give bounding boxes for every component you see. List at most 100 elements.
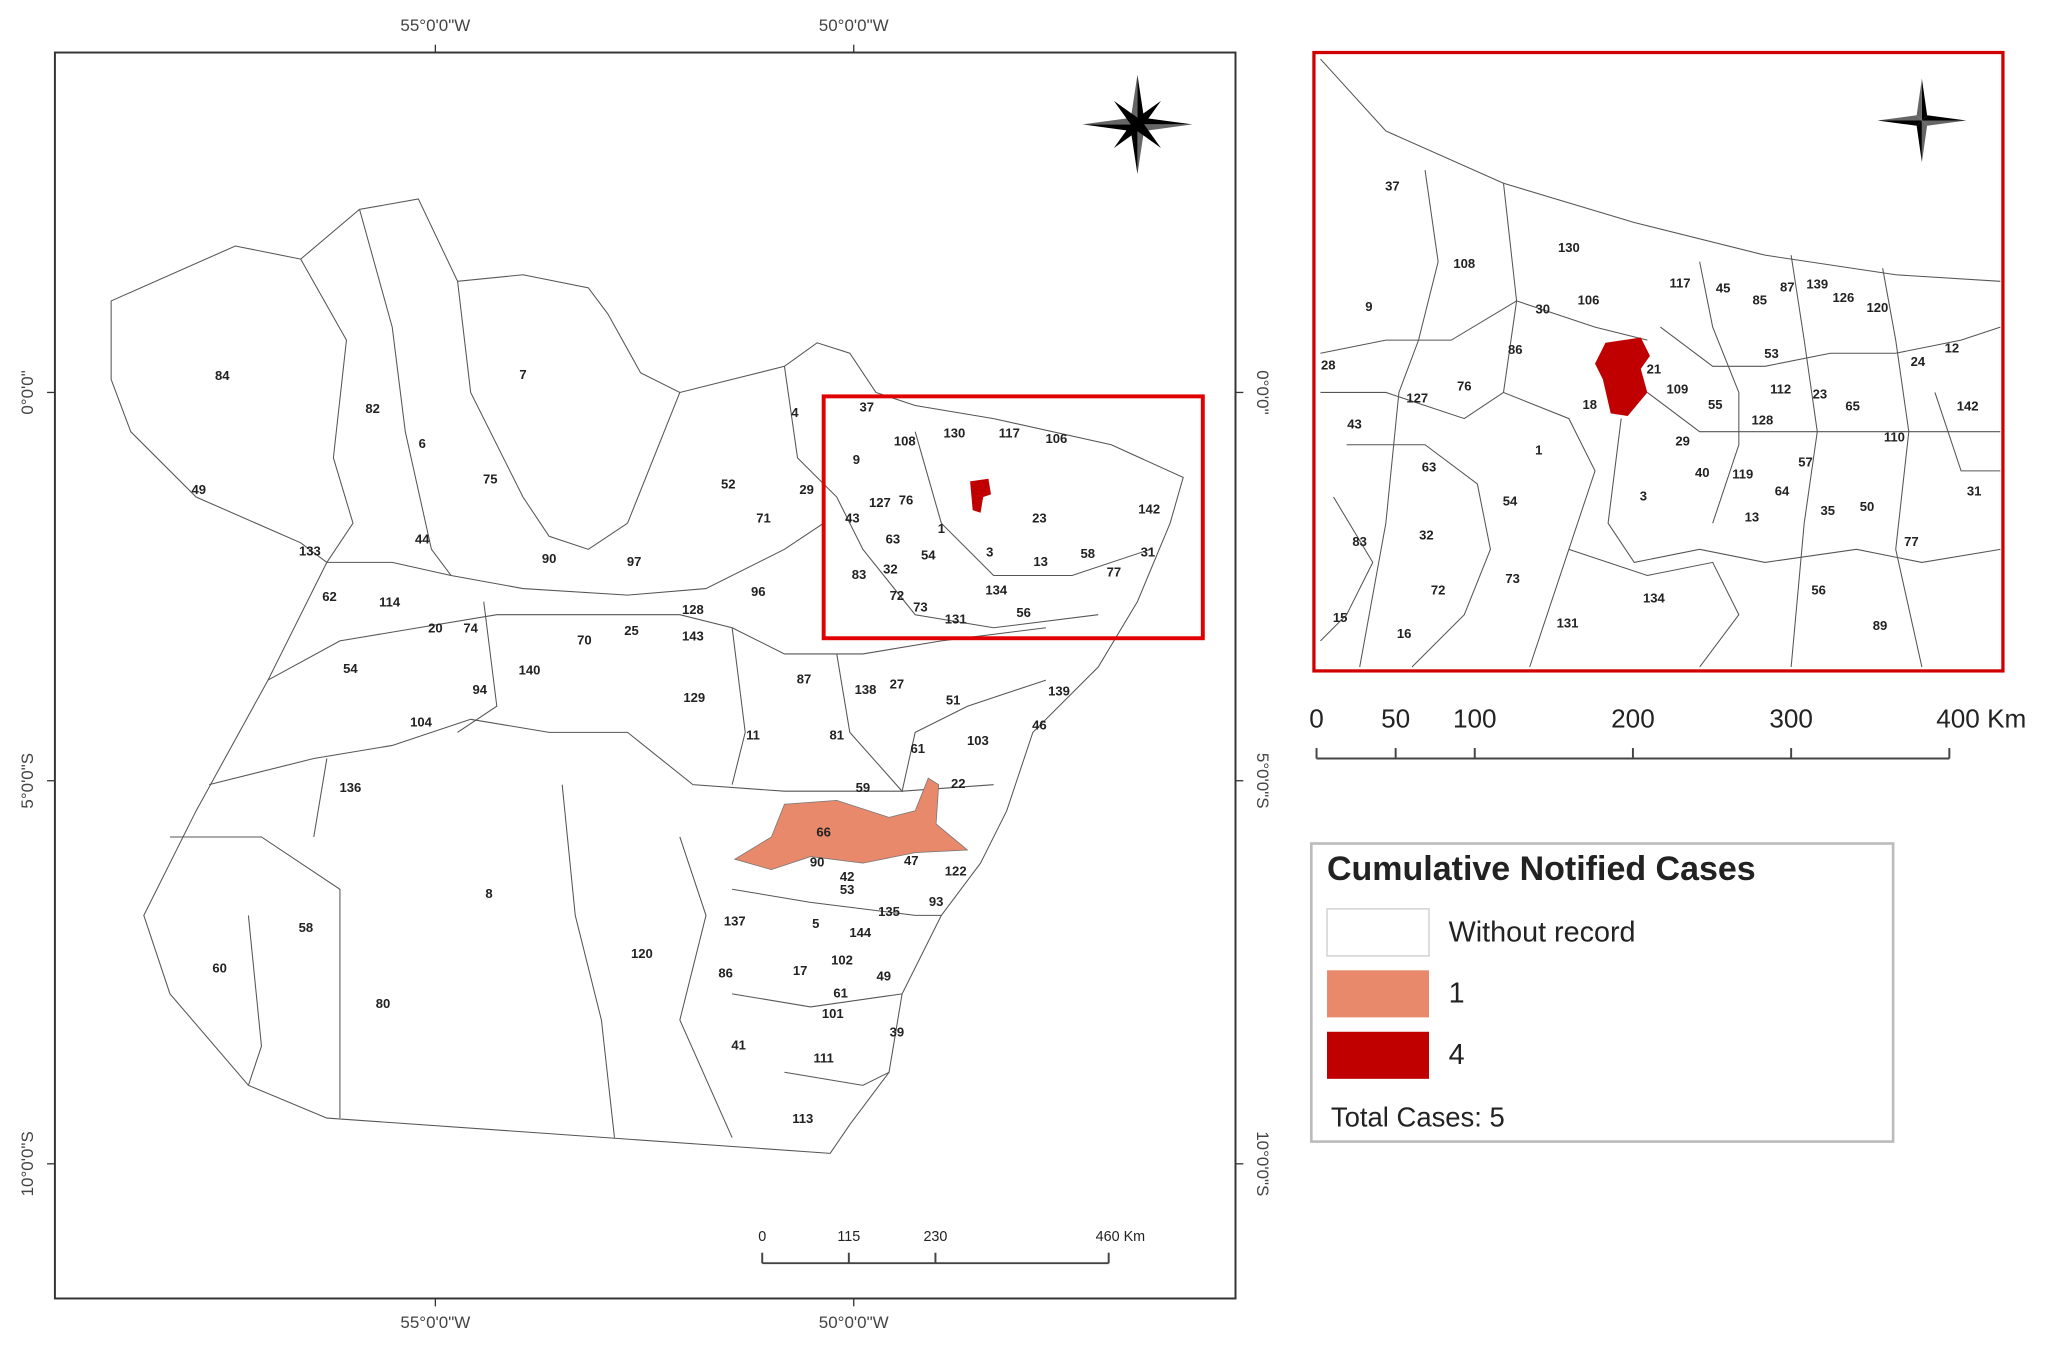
municipality-label: 71 (756, 511, 771, 526)
municipality-label: 62 (322, 589, 337, 604)
municipality-label: 65 (1845, 398, 1860, 413)
municipality-label: 90 (542, 551, 557, 566)
municipality-label: 134 (1643, 590, 1666, 605)
municipal-boundaries (169, 209, 1151, 1138)
municipality-label: 23 (1813, 387, 1828, 402)
municipality-label: 1 (1535, 443, 1542, 458)
municipality-label: 70 (577, 632, 592, 647)
municipality-label: 49 (877, 968, 892, 983)
municipality-label: 12 (1945, 341, 1960, 356)
municipality-label: 142 (1138, 502, 1160, 517)
municipality-label: 53 (840, 882, 855, 897)
case-area-4 (970, 478, 992, 513)
municipality-label: 44 (415, 532, 430, 547)
municipality-label: 23 (1032, 511, 1047, 526)
municipality-label: 49 (191, 482, 206, 497)
municipality-label: 114 (379, 594, 401, 609)
municipality-label: 120 (1867, 300, 1889, 315)
municipality-label: 58 (299, 920, 314, 935)
municipality-label: 137 (724, 913, 746, 928)
municipality-label: 85 (1752, 292, 1767, 307)
municipality-label: 77 (1107, 564, 1122, 579)
municipality-label: 134 (985, 583, 1008, 598)
graticule-label: 50°0'0"W (819, 16, 889, 35)
state-outline (110, 198, 1184, 1154)
municipality-label: 46 (1032, 717, 1047, 732)
municipality-label: 139 (1048, 683, 1070, 698)
municipality-label: 77 (1904, 534, 1919, 549)
municipality-label: 127 (1406, 390, 1428, 405)
legend-swatch (1326, 908, 1430, 957)
municipality-label: 101 (822, 1006, 844, 1021)
municipality-label: 72 (1431, 583, 1446, 598)
municipality-label: 35 (1820, 503, 1835, 518)
municipality-label: 120 (631, 946, 653, 961)
inset-extent (821, 394, 1205, 641)
graticule-label: 55°0'0"W (400, 1313, 470, 1332)
municipality-label: 106 (1045, 431, 1067, 446)
north-arrow (1082, 74, 1193, 175)
scale-label: 115 (837, 1229, 860, 1245)
municipality-label: 86 (1508, 342, 1523, 357)
municipality-label: 59 (856, 780, 871, 795)
municipality-label: 51 (946, 692, 961, 707)
municipality-label: 54 (921, 547, 936, 562)
municipality-label: 57 (1798, 455, 1813, 470)
municipality-label: 29 (1675, 434, 1690, 449)
municipality-label: 72 (890, 588, 905, 603)
municipality-label: 111 (813, 1051, 833, 1066)
municipality-label: 108 (1453, 256, 1475, 271)
municipality-label: 6 (419, 436, 426, 451)
municipality-label: 61 (833, 985, 848, 1000)
scale-label: 400 Km (1936, 704, 2026, 734)
municipality-label: 81 (829, 728, 844, 743)
municipality-label: 86 (718, 966, 733, 981)
municipality-label: 87 (797, 672, 812, 687)
municipality-label: 96 (751, 584, 766, 599)
municipality-label: 76 (1457, 379, 1472, 394)
municipality-label: 32 (883, 562, 898, 577)
municipality-label: 42 (840, 869, 855, 884)
municipality-label: 143 (682, 628, 704, 643)
municipality-label: 3 (1640, 488, 1647, 503)
municipality-label: 22 (951, 776, 966, 791)
legend-title: Cumulative Notified Cases (1327, 850, 1756, 888)
graticule-label: 10°0'0"S (1253, 1131, 1272, 1196)
municipality-label: 3 (986, 545, 993, 560)
municipality-label: 110 (1884, 430, 1905, 445)
municipality-label: 37 (860, 400, 875, 415)
municipality-label: 50 (1860, 499, 1875, 514)
legend-label: 4 (1449, 1039, 1465, 1071)
municipality-label: 8 (485, 886, 492, 901)
case-area-4 (1595, 337, 1650, 416)
main-frame (53, 51, 1237, 1300)
municipality-label: 140 (519, 662, 541, 677)
municipality-label: 9 (853, 452, 860, 467)
municipality-label: 136 (339, 780, 361, 795)
municipality-label: 25 (624, 623, 639, 638)
municipality-label: 7 (519, 367, 526, 382)
municipality-label: 45 (1716, 281, 1731, 296)
municipality-label: 97 (627, 554, 642, 569)
municipality-label: 54 (1503, 494, 1518, 509)
municipality-label: 117 (1669, 275, 1690, 290)
municipality-label: 131 (1557, 615, 1579, 630)
case-area-1 (733, 777, 969, 871)
municipality-label: 61 (911, 741, 926, 756)
municipality-label: 31 (1967, 483, 1982, 498)
municipality-label: 66 (816, 824, 831, 839)
legend-swatch (1327, 1031, 1429, 1079)
municipality-label: 74 (463, 621, 478, 636)
municipality-label: 60 (212, 960, 227, 975)
municipality-label: 63 (886, 532, 901, 547)
graticule-label: 55°0'0"W (400, 16, 470, 35)
graticule-label: 10°0'0"S (18, 1131, 37, 1196)
municipality-label: 84 (215, 368, 230, 383)
municipality-label: 21 (1647, 362, 1662, 377)
municipality-label: 73 (913, 600, 928, 615)
municipality-label: 47 (904, 853, 919, 868)
municipality-label: 41 (731, 1038, 746, 1053)
municipality-label: 5 (812, 916, 819, 931)
municipality-label: 29 (799, 482, 814, 497)
